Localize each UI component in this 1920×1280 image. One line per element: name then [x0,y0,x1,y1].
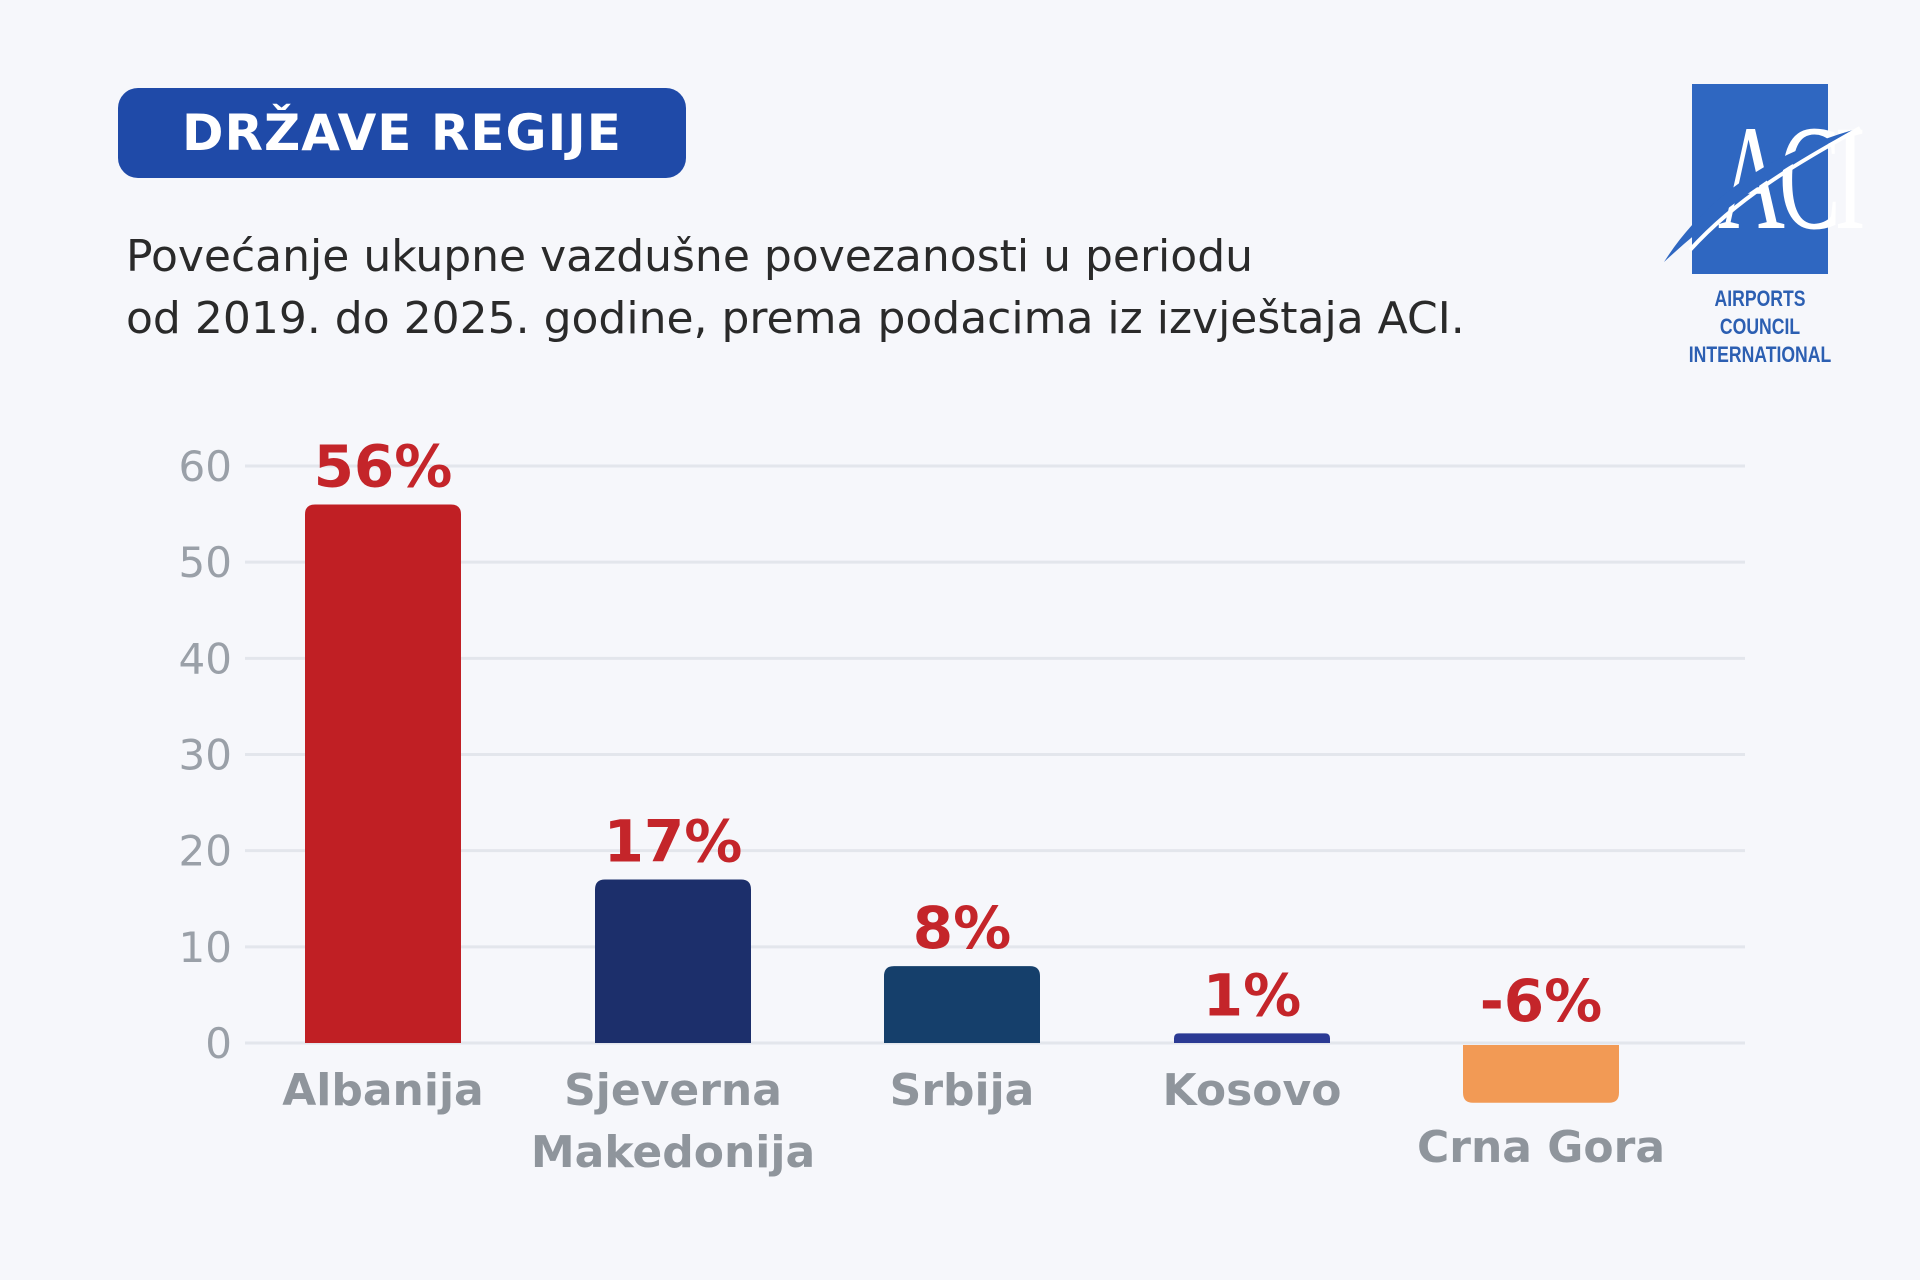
y-tick-label: 30 [179,731,232,780]
aci-logo-name-line-2: INTERNATIONAL [1688,342,1832,367]
y-tick-label: 40 [179,634,232,683]
title-badge-label: DRŽAVE REGIJE [182,104,622,162]
bar [1174,1033,1330,1043]
x-category-label: Sjeverna [564,1065,782,1116]
data-label: 56% [314,432,453,500]
x-category-label: Kosovo [1163,1065,1342,1116]
y-tick-label: 10 [179,923,232,972]
data-label: 1% [1203,961,1301,1029]
y-tick-label: 50 [179,538,232,587]
data-label: -6% [1480,967,1603,1035]
bar [305,504,461,1043]
bar [595,879,751,1043]
x-category-label: Albanija [282,1065,484,1116]
data-label: 8% [913,894,1011,962]
aci-swoosh-icon [1664,126,1861,262]
chart-subtitle: Povećanje ukupne vazdušne povezanosti u … [126,226,1526,350]
y-tick-label: 60 [179,442,232,491]
aci-logo-name: AIRPORTS COUNCIL INTERNATIONAL [1680,285,1840,369]
subtitle-line-1: Povećanje ukupne vazdušne povezanosti u … [126,231,1254,282]
y-tick-label: 0 [205,1019,232,1068]
aci-logo: ACI AIRPORTS COUNCIL INTERNATIONAL [1660,80,1870,367]
bar [884,966,1040,1043]
x-category-label: Makedonija [531,1127,815,1178]
data-label: 17% [604,808,743,876]
aci-logo-name-line-1: AIRPORTS COUNCIL [1714,286,1806,339]
subtitle-line-2: od 2019. do 2025. godine, prema podacima… [126,293,1465,344]
title-badge: DRŽAVE REGIJE [118,88,686,178]
y-tick-label: 20 [179,827,232,876]
bar [1463,1045,1619,1103]
x-category-label: Srbija [890,1065,1035,1116]
x-category-label: Crna Gora [1417,1122,1665,1173]
